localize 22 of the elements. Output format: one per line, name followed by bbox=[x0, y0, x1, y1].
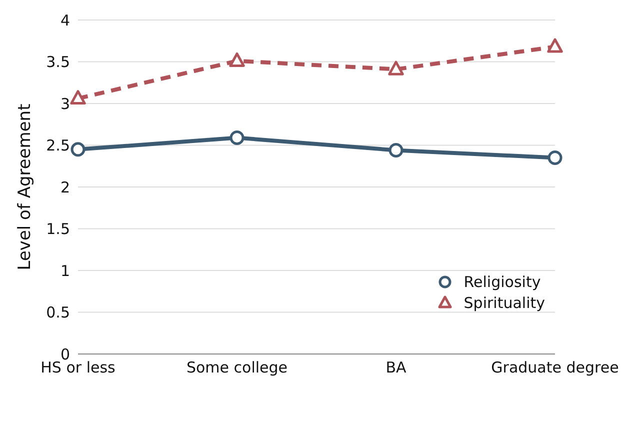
legend-label: Spirituality bbox=[464, 294, 545, 312]
x-tick-label: Some college bbox=[186, 358, 288, 377]
point bbox=[547, 38, 563, 53]
y-tick-label: 3.5 bbox=[46, 53, 70, 72]
y-tick-label: 2 bbox=[60, 178, 70, 196]
x-tick-label: BA bbox=[386, 358, 408, 377]
x-tick-label: Graduate degree bbox=[491, 358, 619, 377]
y-tick-label: 1 bbox=[60, 262, 70, 280]
point bbox=[70, 142, 86, 157]
point bbox=[388, 60, 404, 76]
point bbox=[230, 130, 244, 145]
y-tick-label: 3 bbox=[60, 94, 70, 113]
y-tick-label: 2.5 bbox=[46, 136, 70, 155]
y-axis-title: Level of Agreement bbox=[15, 103, 36, 270]
point bbox=[70, 90, 86, 105]
y-tick-label: 4 bbox=[60, 11, 70, 30]
point bbox=[229, 52, 245, 67]
legend-label: Religiosity bbox=[464, 273, 541, 291]
point bbox=[548, 150, 562, 166]
point bbox=[388, 143, 404, 158]
y-tick-label: 1.5 bbox=[46, 220, 70, 238]
y-tick-label: 0.5 bbox=[46, 304, 70, 322]
